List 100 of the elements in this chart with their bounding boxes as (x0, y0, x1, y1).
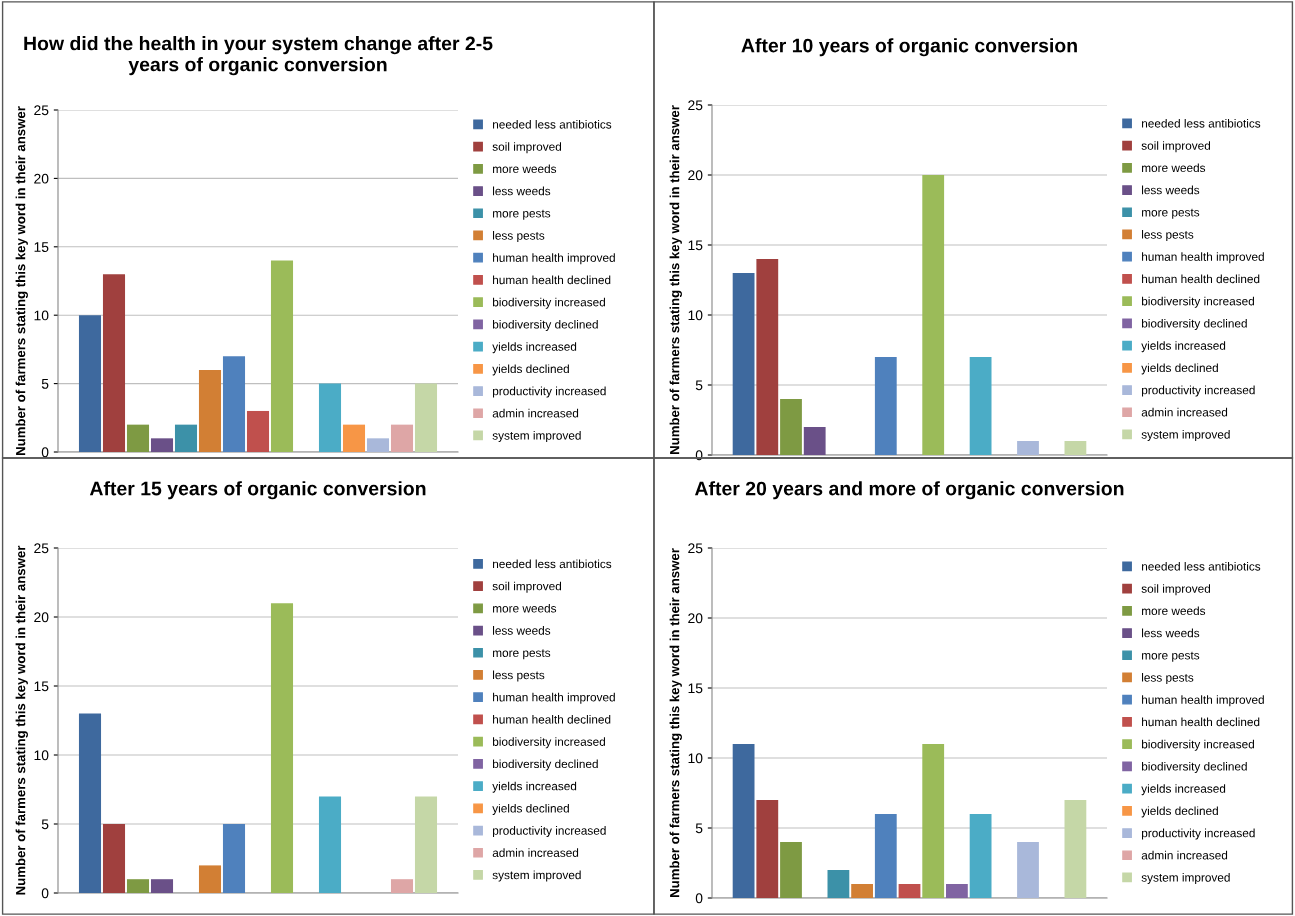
bar (78, 713, 102, 893)
legend-label: less pests (493, 670, 545, 682)
legend-label: less pests (1142, 673, 1194, 685)
y-tick-label: 10 (34, 310, 49, 321)
legend-label: admin increased (1141, 850, 1228, 860)
y-tick-label: 10 (34, 750, 49, 761)
bar (874, 814, 897, 898)
legend-label: less pests (1142, 230, 1194, 242)
bar (803, 427, 826, 455)
legend-label: needed less antibiotics (1142, 118, 1261, 128)
bar (922, 744, 945, 898)
legend-label: productivity increased (493, 826, 606, 838)
bar (946, 884, 968, 898)
legend-label: biodiversity increased (1142, 739, 1254, 751)
legend-label: needed less antibiotics (493, 559, 612, 569)
bar (390, 879, 414, 893)
bar (414, 796, 438, 893)
bar (851, 884, 873, 898)
legend-label: biodiversity increased (493, 737, 605, 749)
y-tick-label: 20 (688, 170, 703, 181)
bar (102, 274, 126, 452)
legend-label: biodiversity increased (1142, 296, 1254, 308)
legend-label: system improved (492, 431, 581, 443)
legend-label: less weeds (1142, 185, 1200, 195)
legend-label: yields increased (492, 781, 577, 793)
bar (1017, 441, 1039, 455)
chart-title: After 10 years of organic conversion (741, 38, 1077, 57)
bar (150, 438, 174, 452)
y-axis-title: Number of farmers stating this key word in their answer (15, 106, 28, 455)
bar (126, 879, 150, 893)
bar (198, 865, 222, 893)
legend-label: more weeds (493, 164, 557, 174)
legend-label: biodiversity declined (1142, 761, 1247, 773)
bar (246, 410, 270, 452)
legend-label: productivity increased (493, 386, 606, 398)
y-tick-label: 10 (688, 310, 703, 321)
legend-label: biodiversity declined (1142, 318, 1247, 330)
y-tick-label: 20 (34, 612, 49, 623)
y-tick-label: 15 (688, 683, 703, 694)
legend-label: yields declined (1141, 363, 1218, 375)
bar (1017, 842, 1039, 898)
legend-label: productivity increased (1142, 828, 1255, 840)
legend-label: soil improved (492, 581, 562, 593)
legend-label: admin increased (492, 848, 579, 857)
bar (874, 357, 897, 455)
y-axis-title: Number of farmers stating this key word in their answer (669, 548, 682, 897)
y-tick-label: 10 (688, 753, 703, 764)
legend-label: human health improved (493, 253, 615, 265)
legend-label: soil improved (1141, 141, 1211, 153)
legend-label: needed less antibiotics (493, 119, 612, 129)
legend-label: more weeds (1142, 163, 1206, 173)
bar (342, 424, 366, 452)
y-tick-label: 25 (34, 105, 49, 116)
legend-label: human health declined (493, 275, 611, 285)
bar (222, 824, 246, 893)
legend-label: human health declined (493, 715, 611, 724)
legend-label: system improved (1141, 873, 1230, 885)
bar (732, 273, 755, 455)
bar (756, 259, 779, 455)
y-tick-label: 20 (688, 613, 703, 624)
legend-label: biodiversity increased (493, 297, 605, 309)
y-tick-label: 15 (688, 240, 703, 251)
bar (366, 438, 390, 452)
legend-label: biodiversity declined (493, 319, 598, 331)
y-tick-label: 5 (41, 379, 49, 389)
legend-label: more pests (1142, 208, 1200, 219)
bar (318, 796, 342, 893)
bar (126, 424, 150, 452)
y-tick-label: 5 (695, 380, 703, 391)
legend-label: biodiversity declined (493, 759, 598, 771)
bar (969, 814, 992, 898)
bar (318, 383, 342, 452)
legend-label: less pests (493, 231, 545, 243)
legend-label: soil improved (1141, 584, 1211, 596)
bar (969, 357, 992, 455)
y-tick-label: 0 (695, 893, 703, 904)
legend-label: system improved (1141, 430, 1230, 442)
y-tick-label: 0 (41, 447, 49, 458)
bar (1064, 800, 1087, 898)
bar (827, 870, 850, 898)
y-tick-label: 25 (688, 100, 703, 111)
legend-label: system improved (492, 870, 581, 882)
legend-label: less weeds (493, 186, 551, 196)
legend-label: admin increased (1141, 407, 1228, 417)
bar (922, 175, 945, 455)
legend-label: productivity increased (1142, 385, 1255, 397)
legend-label: more pests (493, 209, 551, 220)
legend-label: human health declined (1142, 274, 1260, 284)
bar (390, 424, 414, 452)
legend-label: admin increased (492, 408, 579, 418)
bar (270, 260, 294, 452)
legend-label: human health improved (493, 692, 615, 704)
legend-label: soil improved (492, 142, 562, 154)
y-tick-label: 25 (688, 543, 703, 554)
legend-label: less weeds (1142, 628, 1200, 638)
bar (780, 399, 802, 455)
bar (732, 744, 755, 898)
legend-label: yields increased (1141, 784, 1226, 796)
legend-label: human health improved (1142, 252, 1264, 264)
bar (270, 603, 294, 893)
